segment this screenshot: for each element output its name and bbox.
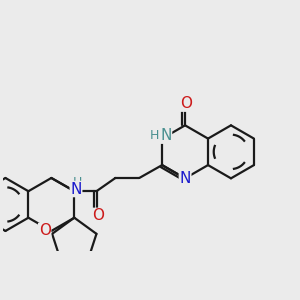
Text: H: H [72, 176, 82, 189]
Text: N: N [70, 182, 82, 196]
Text: O: O [92, 208, 104, 224]
Text: N: N [179, 171, 191, 186]
Text: N: N [160, 128, 172, 143]
Text: H: H [149, 129, 159, 142]
Text: O: O [39, 224, 51, 238]
Text: O: O [180, 96, 192, 111]
